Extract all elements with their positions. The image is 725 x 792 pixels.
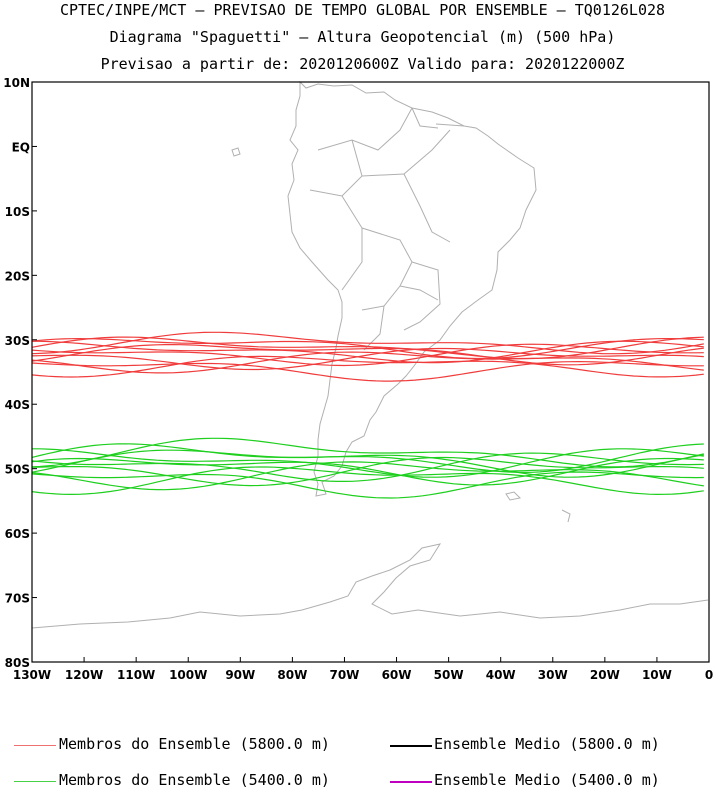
lon-tick-label: 110W bbox=[117, 668, 155, 682]
members-5400-lines bbox=[31, 437, 704, 499]
member-contour-5400 bbox=[31, 456, 704, 487]
lat-tick-label: 40S bbox=[5, 398, 30, 412]
lat-tick-label: 10S bbox=[5, 205, 30, 219]
member-contour-5400 bbox=[31, 443, 704, 474]
member-contour-5400 bbox=[32, 448, 704, 478]
member-contour-5400 bbox=[31, 437, 704, 468]
lat-tick-label: 30S bbox=[5, 334, 30, 348]
lon-tick-label: 100W bbox=[169, 668, 207, 682]
title-line-3: Previsao a partir de: 2020120600Z Valido… bbox=[100, 55, 625, 73]
member-contour-5800 bbox=[32, 340, 704, 364]
lat-tick-label: 60S bbox=[5, 527, 30, 541]
lat-tick-label: 80S bbox=[5, 656, 30, 670]
legend-label-mean-5400: Ensemble Medio (5400.0 m) bbox=[434, 771, 660, 789]
members-5800-lines bbox=[31, 331, 704, 382]
member-contour-5800 bbox=[31, 355, 704, 378]
lon-tick-label: 120W bbox=[65, 668, 103, 682]
lon-tick-label: 20W bbox=[590, 668, 620, 682]
member-contour-5800 bbox=[31, 343, 704, 367]
member-contour-5800 bbox=[31, 331, 704, 355]
member-contour-5800 bbox=[31, 344, 704, 366]
title-line-1: CPTEC/INPE/MCT – PREVISAO DE TEMPO GLOBA… bbox=[59, 1, 666, 19]
member-contour-5400 bbox=[31, 461, 704, 491]
country-borders bbox=[309, 107, 465, 351]
galapagos-islands bbox=[231, 147, 241, 157]
lon-tick-label: 30W bbox=[538, 668, 568, 682]
member-contour-5800 bbox=[31, 351, 704, 374]
lon-tick-label: 10W bbox=[642, 668, 672, 682]
legend-label-members-5800: Membros do Ensemble (5800.0 m) bbox=[59, 735, 330, 753]
latitude-ticks: 10N EQ 10S 20S 30S 40S 50S 60S 70S 80S bbox=[3, 76, 37, 670]
legend-swatch-mean-5800 bbox=[390, 745, 432, 747]
member-contour-5400 bbox=[31, 466, 704, 496]
member-contour-5800 bbox=[31, 360, 704, 382]
member-contour-5800 bbox=[31, 347, 704, 371]
lat-tick-label: 50S bbox=[5, 463, 30, 477]
lat-tick-label: EQ bbox=[12, 140, 30, 154]
lon-tick-label: 70W bbox=[329, 668, 359, 682]
member-contour-5800 bbox=[31, 337, 704, 360]
map-frame bbox=[31, 81, 710, 663]
lon-tick-label: 50W bbox=[434, 668, 464, 682]
lon-tick-label: 90W bbox=[225, 668, 255, 682]
legend-swatch-members-5800 bbox=[14, 745, 56, 746]
legend-label-members-5400: Membros do Ensemble (5400.0 m) bbox=[59, 771, 330, 789]
coastlines bbox=[31, 80, 709, 629]
lon-tick-label: 80W bbox=[277, 668, 307, 682]
south-america-coast bbox=[287, 80, 537, 497]
lon-tick-label: 130W bbox=[13, 668, 51, 682]
lat-tick-label: 70S bbox=[5, 592, 30, 606]
title-line-2: Diagrama "Spaguetti" – Altura Geopotenci… bbox=[109, 28, 616, 46]
south-georgia bbox=[561, 509, 571, 523]
member-contour-5400 bbox=[31, 449, 704, 478]
lon-tick-label: 0 bbox=[705, 668, 713, 682]
lat-tick-label: 20S bbox=[5, 269, 30, 283]
lon-tick-label: 60W bbox=[382, 668, 412, 682]
legend-swatch-mean-5400 bbox=[390, 781, 432, 783]
falkland-islands bbox=[505, 491, 522, 501]
member-contour-5400 bbox=[31, 452, 704, 482]
lon-tick-label: 40W bbox=[486, 668, 516, 682]
member-contour-5400 bbox=[31, 457, 704, 486]
longitude-ticks: 130W 120W 110W 100W 90W 80W 70W 60W 50W 40W 30W 20W… bbox=[13, 657, 713, 682]
legend-swatch-members-5400 bbox=[14, 781, 56, 782]
lat-tick-label: 10N bbox=[3, 76, 30, 90]
antarctica-coast bbox=[31, 543, 709, 629]
member-contour-5400 bbox=[31, 471, 704, 499]
legend-label-mean-5800: Ensemble Medio (5800.0 m) bbox=[434, 735, 660, 753]
